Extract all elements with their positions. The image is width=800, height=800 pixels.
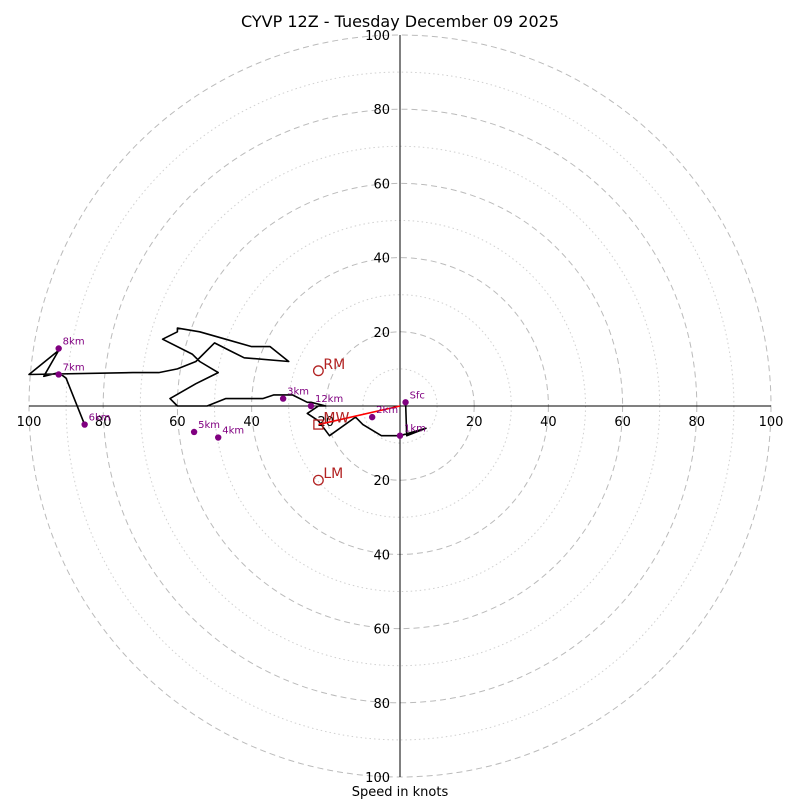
height-label: 4km <box>222 426 244 437</box>
storm-motion-label: MW <box>323 411 349 427</box>
x-tick-label: 20 <box>466 415 483 430</box>
y-tick-label: 40 <box>373 252 390 267</box>
height-label: 7km <box>63 362 85 373</box>
y-tick-label: 60 <box>373 177 390 192</box>
height-label: 6km <box>89 413 111 424</box>
height-point <box>55 345 62 352</box>
x-tick-label: 40 <box>540 415 557 430</box>
y-tick-label: 80 <box>373 697 390 712</box>
shear-vector <box>318 405 401 426</box>
height-point <box>279 395 287 402</box>
height-point <box>215 434 222 441</box>
x-tick-label: 100 <box>759 415 784 430</box>
storm-motions: RM LM MW <box>312 357 349 486</box>
y-tick-label: 80 <box>373 103 390 118</box>
height-label: 3km <box>287 387 309 398</box>
height-point <box>307 402 315 410</box>
storm-motion-marker <box>313 419 324 430</box>
x-tick-label: 60 <box>169 415 186 430</box>
y-tick-label: 100 <box>365 771 390 786</box>
height-point <box>190 428 198 436</box>
tick-labels: 1008060402020406080100100806040202040608… <box>17 29 784 786</box>
height-point <box>81 421 88 428</box>
storm-motion-marker <box>312 474 324 486</box>
height-label: 12km <box>315 394 343 405</box>
shear-vector-group <box>318 405 401 426</box>
chart-title: CYVP 12Z - Tuesday December 09 2025 <box>241 12 559 31</box>
x-axis-label: Speed in knots <box>352 785 449 800</box>
height-label: Sfc <box>410 390 425 401</box>
height-point <box>55 371 62 378</box>
storm-motion-marker <box>312 365 324 377</box>
storm-motion-label: RM <box>323 357 345 373</box>
y-tick-label: 40 <box>373 548 390 563</box>
height-point <box>396 432 404 439</box>
height-label: 1km <box>404 424 426 435</box>
x-tick-label: 80 <box>95 415 112 430</box>
hodograph-trace-group <box>28 327 427 437</box>
x-tick-label: 60 <box>614 415 631 430</box>
x-tick-label: 40 <box>243 415 260 430</box>
y-tick-label: 100 <box>365 29 390 44</box>
x-tick-label: 80 <box>689 415 706 430</box>
height-label: 2km <box>376 405 398 416</box>
y-tick-label: 20 <box>373 326 390 341</box>
height-label: 8km <box>63 336 85 347</box>
height-point <box>368 413 376 421</box>
height-point <box>402 399 409 406</box>
y-tick-label: 20 <box>373 474 390 489</box>
x-tick-label: 100 <box>17 415 42 430</box>
y-tick-label: 60 <box>373 623 390 638</box>
hodograph-trace <box>28 327 427 437</box>
storm-motion-label: LM <box>323 466 343 482</box>
height-label: 5km <box>198 420 220 431</box>
